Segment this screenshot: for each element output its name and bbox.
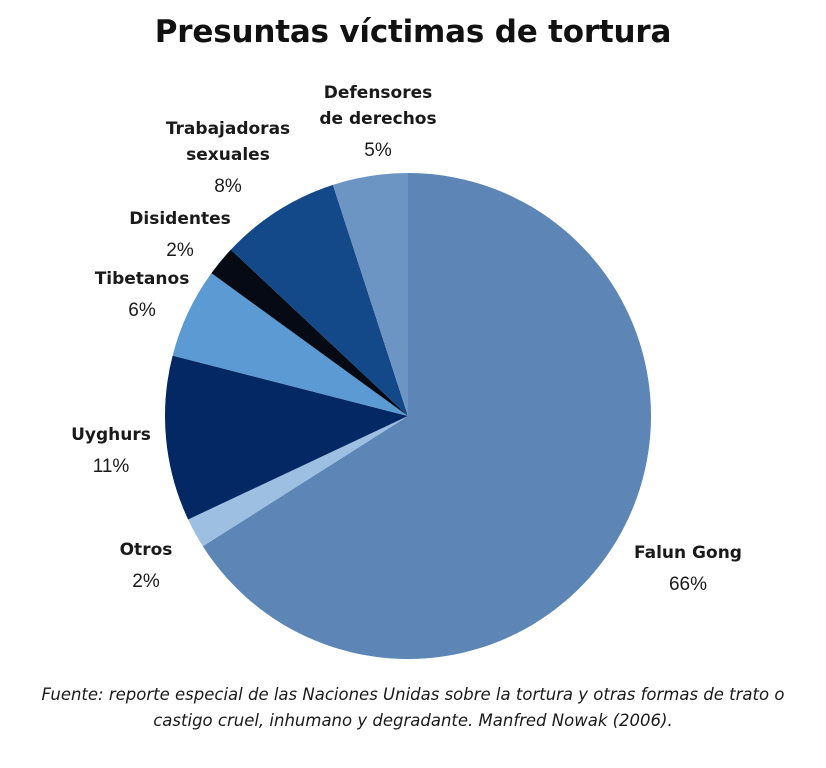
slice-name-label: Defensores bbox=[324, 83, 433, 103]
slice-name-label: Disidentes bbox=[129, 209, 230, 229]
slice-name-label: Trabajadoras bbox=[166, 119, 290, 139]
slice-name-label: Otros bbox=[120, 540, 173, 560]
chart-title: Presuntas víctimas de tortura bbox=[154, 14, 672, 50]
pie-slice-falun-gong bbox=[202, 173, 651, 659]
pie-slice-defensores-de-derechos bbox=[332, 173, 408, 416]
slice-percent-label: 2% bbox=[166, 240, 194, 261]
pie-slice-uyghurs bbox=[164, 355, 408, 520]
source-note: Fuente: reporte especial de las Naciones… bbox=[41, 685, 785, 730]
slice-percent-label: 2% bbox=[132, 571, 160, 592]
slice-name-label: Falun Gong bbox=[634, 543, 742, 563]
slice-percent-label: 11% bbox=[93, 456, 130, 477]
pie-slice-trabajadoras-sexuales bbox=[230, 184, 408, 416]
slice-name-label: de derechos bbox=[319, 109, 436, 129]
slice-percent-label: 66% bbox=[669, 574, 707, 595]
pie-slice-otros bbox=[188, 416, 408, 547]
pie-chart: Falun Gong 66% Otros 2% Uyghurs 11% Tibetanos 6… bbox=[71, 83, 742, 659]
slice-name-label: Uyghurs bbox=[71, 425, 151, 445]
slice-name-label: Tibetanos bbox=[95, 269, 190, 289]
pie-labels: Falun Gong 66% Otros 2% Uyghurs 11% Tibetanos 6… bbox=[71, 83, 742, 595]
pie-slices bbox=[164, 173, 651, 659]
slice-percent-label: 6% bbox=[128, 300, 156, 321]
slice-name-label: sexuales bbox=[186, 145, 270, 165]
pie-slice-tibetanos bbox=[172, 273, 408, 416]
slice-percent-label: 8% bbox=[214, 176, 242, 197]
slice-percent-label: 5% bbox=[364, 140, 392, 161]
pie-slice-disidentes bbox=[211, 249, 408, 416]
